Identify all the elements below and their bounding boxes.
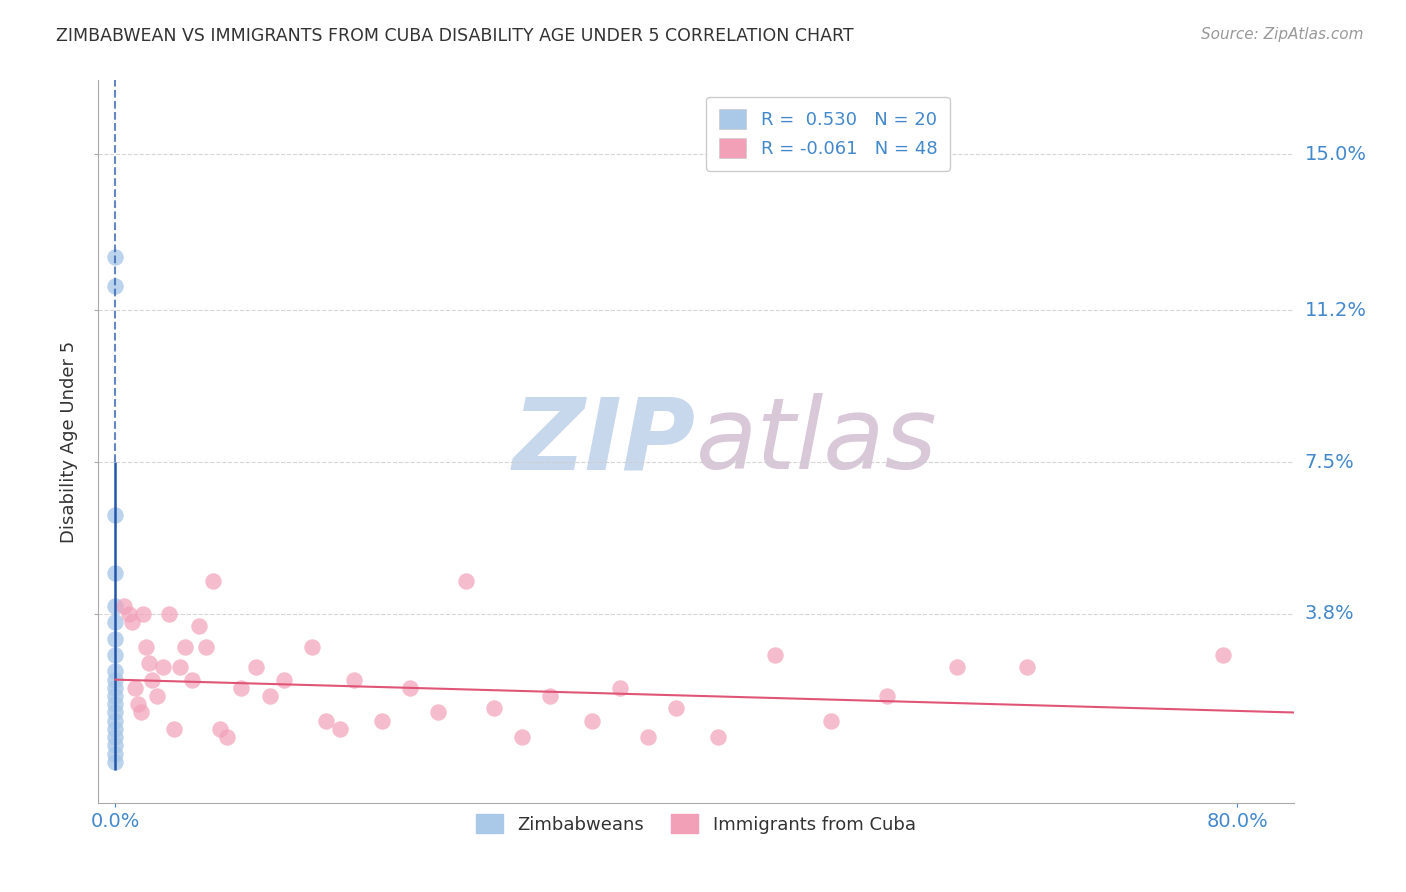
Text: 7.5%: 7.5%: [1305, 452, 1354, 472]
Point: [371, 714, 394, 728]
Point: [127, 698, 149, 712]
Point: [315, 714, 337, 728]
Point: [129, 706, 152, 720]
Point: [209, 722, 232, 736]
Text: atlas: atlas: [696, 393, 938, 490]
Point: [398, 681, 420, 695]
Text: ZIMBABWEAN VS IMMIGRANTS FROM CUBA DISABILITY AGE UNDER 5 CORRELATION CHART: ZIMBABWEAN VS IMMIGRANTS FROM CUBA DISAB…: [56, 27, 853, 45]
Y-axis label: Disability Age Under 5: Disability Age Under 5: [60, 341, 79, 542]
Point: [637, 730, 659, 744]
Point: [104, 755, 127, 769]
Point: [104, 739, 127, 753]
Point: [138, 657, 160, 671]
Point: [245, 660, 267, 674]
Point: [609, 681, 631, 695]
Point: [132, 607, 155, 621]
Point: [707, 730, 730, 744]
Legend: Zimbabweans, Immigrants from Cuba: Zimbabweans, Immigrants from Cuba: [468, 806, 924, 841]
Point: [104, 648, 127, 662]
Point: [146, 689, 169, 703]
Point: [163, 722, 186, 736]
Point: [135, 640, 157, 654]
Text: 11.2%: 11.2%: [1305, 301, 1367, 319]
Point: [104, 599, 127, 613]
Point: [174, 640, 197, 654]
Point: [118, 607, 141, 621]
Point: [104, 730, 127, 744]
Point: [169, 660, 191, 674]
Point: [104, 566, 127, 580]
Point: [104, 250, 127, 264]
Point: [157, 607, 180, 621]
Point: [510, 730, 533, 744]
Point: [538, 689, 561, 703]
Text: Source: ZipAtlas.com: Source: ZipAtlas.com: [1201, 27, 1364, 42]
Point: [1015, 660, 1038, 674]
Point: [112, 599, 135, 613]
Point: [946, 660, 969, 674]
Point: [273, 673, 295, 687]
Point: [763, 648, 786, 662]
Point: [301, 640, 323, 654]
Text: ZIP: ZIP: [513, 393, 696, 490]
Point: [104, 698, 127, 712]
Text: 3.8%: 3.8%: [1305, 605, 1354, 624]
Text: 15.0%: 15.0%: [1305, 145, 1367, 163]
Point: [124, 681, 146, 695]
Point: [217, 730, 239, 744]
Point: [104, 673, 127, 687]
Point: [104, 747, 127, 761]
Point: [121, 615, 143, 630]
Point: [104, 278, 127, 293]
Point: [141, 673, 163, 687]
Point: [104, 681, 127, 695]
Point: [343, 673, 366, 687]
Point: [231, 681, 253, 695]
Point: [104, 722, 127, 736]
Point: [104, 665, 127, 679]
Point: [104, 714, 127, 728]
Point: [188, 619, 211, 633]
Point: [104, 706, 127, 720]
Point: [104, 632, 127, 646]
Point: [259, 689, 281, 703]
Point: [665, 701, 688, 715]
Point: [181, 673, 204, 687]
Point: [876, 689, 898, 703]
Point: [104, 508, 127, 523]
Point: [104, 689, 127, 703]
Point: [581, 714, 603, 728]
Point: [104, 615, 127, 630]
Point: [820, 714, 842, 728]
Point: [329, 722, 352, 736]
Point: [482, 701, 505, 715]
Point: [152, 660, 174, 674]
Point: [454, 574, 477, 588]
Point: [1212, 648, 1234, 662]
Point: [202, 574, 225, 588]
Point: [195, 640, 218, 654]
Point: [426, 706, 449, 720]
